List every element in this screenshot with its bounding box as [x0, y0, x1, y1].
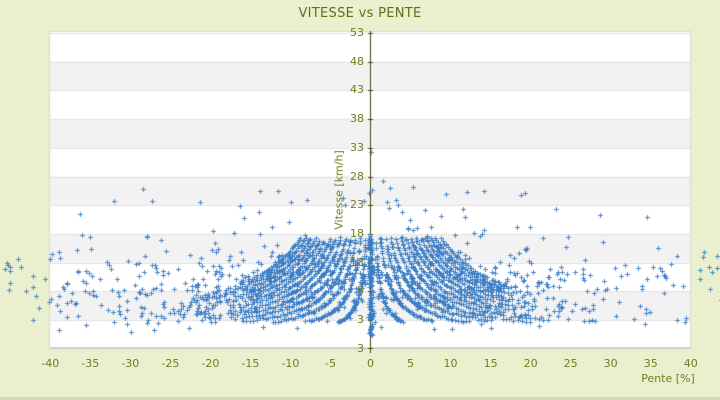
x-tick-label-10: 10	[443, 357, 458, 370]
y-tick-label-48: 48	[350, 55, 364, 68]
x-tick-label-0: 0	[367, 357, 374, 370]
x-tick-label--35: -35	[81, 357, 100, 370]
y-tick-label-3: 3	[357, 313, 364, 326]
y-tick-label-53: 53	[350, 26, 364, 39]
y-tick-label-23: 23	[350, 198, 364, 211]
x-tick-label-20: 20	[523, 357, 538, 370]
y-axis-base-label: 3	[357, 342, 364, 355]
x-tick-label-5: 5	[407, 357, 415, 370]
y-tick-label-33: 33	[350, 141, 364, 154]
chart-title: VITESSE vs PENTE	[298, 6, 422, 21]
x-axis-title: Pente [%]	[641, 372, 695, 385]
x-tick-label--10: -10	[281, 357, 300, 370]
window-bottom-edge	[0, 397, 720, 400]
y-tick-label-18: 18	[350, 227, 364, 240]
y-axis-title: Vitesse [km/h]	[332, 150, 346, 230]
x-tick-label-40: 40	[683, 357, 698, 370]
x-tick-label-15: 15	[483, 357, 498, 370]
x-tick-label--5: -5	[324, 357, 336, 370]
y-tick-label-38: 38	[350, 112, 364, 125]
x-tick-label--40: -40	[41, 357, 60, 370]
x-tick-label--15: -15	[241, 357, 260, 370]
x-tick-label--25: -25	[161, 357, 180, 370]
x-tick-label--20: -20	[201, 357, 220, 370]
x-tick-label--30: -30	[121, 357, 140, 370]
x-tick-label-25: 25	[563, 357, 578, 370]
x-tick-label-30: 30	[603, 357, 618, 370]
y-tick-label-13: 13	[350, 256, 364, 269]
y-tick-label-8: 8	[357, 284, 364, 297]
x-tick-label-35: 35	[643, 357, 658, 370]
y-tick-label-28: 28	[350, 170, 364, 183]
y-tick-label-43: 43	[350, 83, 364, 96]
